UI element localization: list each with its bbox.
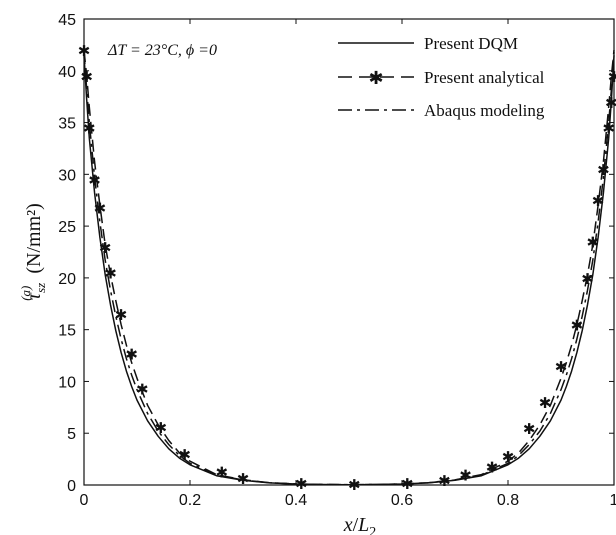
- series-marker: ✱: [216, 464, 229, 482]
- series-marker: ✱: [125, 345, 138, 363]
- y-tick-label: 35: [58, 116, 76, 133]
- series-marker: ✱: [295, 475, 308, 493]
- y-tick-label: 40: [58, 64, 76, 81]
- series-marker: ✱: [104, 265, 117, 283]
- series-marker: ✱: [115, 306, 128, 324]
- series-marker: ✱: [555, 358, 568, 376]
- series-marker: ✱: [78, 42, 91, 60]
- series-marker: ✱: [587, 234, 600, 252]
- legend-label-analytical: Present analytical: [424, 68, 545, 87]
- series-marker: ✱: [178, 446, 191, 464]
- x-tick-label: 0.2: [179, 492, 201, 509]
- y-tick-label: 10: [58, 374, 76, 391]
- series-marker: ✱: [80, 68, 93, 86]
- series-marker: ✱: [486, 458, 499, 476]
- x-axis-label: x/L2: [343, 514, 377, 535]
- series-line-1: [83, 50, 615, 486]
- series-marker: ✱: [136, 381, 149, 399]
- series-marker: ✱: [539, 394, 552, 412]
- y-tick-label: 15: [58, 323, 76, 340]
- series-marker: ✱: [459, 467, 472, 485]
- legend-label-abaqus: Abaqus modeling: [424, 101, 545, 120]
- y-tick-label: 5: [67, 426, 76, 443]
- x-tick-label: 1: [610, 492, 616, 509]
- y-tick-label: 45: [58, 12, 76, 29]
- y-tick-label: 20: [58, 271, 76, 288]
- series-layer: ✱✱✱✱✱✱✱✱✱✱✱✱✱ ✱ ✱ ✱ ✱ ✱ ✱ ✱✱✱✱✱✱✱✱✱✱✱✱✱: [78, 42, 616, 494]
- series-marker: ✱: [502, 448, 515, 466]
- y-tick-label: 0: [67, 478, 76, 495]
- series-marker: ✱: [237, 470, 250, 488]
- series-marker: ✱: [99, 239, 112, 257]
- plot-frame: [83, 18, 615, 486]
- x-tick-label: 0.6: [391, 492, 413, 509]
- x-tick-label: 0: [80, 492, 89, 509]
- series-marker: ✱: [523, 420, 536, 438]
- series-marker: ✱: [581, 270, 594, 288]
- y-tick-label: 30: [58, 167, 76, 184]
- series-marker: ✱: [571, 316, 584, 334]
- series-marker: ✱: [155, 419, 168, 437]
- series-marker: ✱: [94, 199, 107, 217]
- x-tick-label: 0.4: [285, 492, 307, 509]
- series-marker: ✱: [592, 192, 605, 210]
- annotation: ΔT = 23°C, ϕ =0: [107, 42, 217, 59]
- legend-marker-analytical: ✱: [368, 68, 383, 89]
- y-axis-label: τsz(a)(N/mm²): [18, 203, 48, 301]
- y-tick-label: 25: [58, 219, 76, 236]
- legend: Present DQM ✱ Present analytical Abaqus …: [338, 34, 545, 120]
- legend-label-dqm: Present DQM: [424, 34, 518, 53]
- x-tick-label: 0.8: [497, 492, 519, 509]
